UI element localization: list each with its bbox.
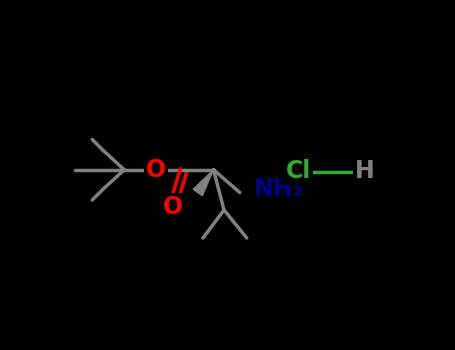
Text: Cl: Cl [286, 160, 312, 183]
Text: O: O [163, 195, 183, 218]
Text: NH₂: NH₂ [254, 177, 303, 201]
Text: O: O [146, 158, 166, 182]
Text: H: H [355, 160, 375, 183]
Polygon shape [193, 170, 213, 196]
